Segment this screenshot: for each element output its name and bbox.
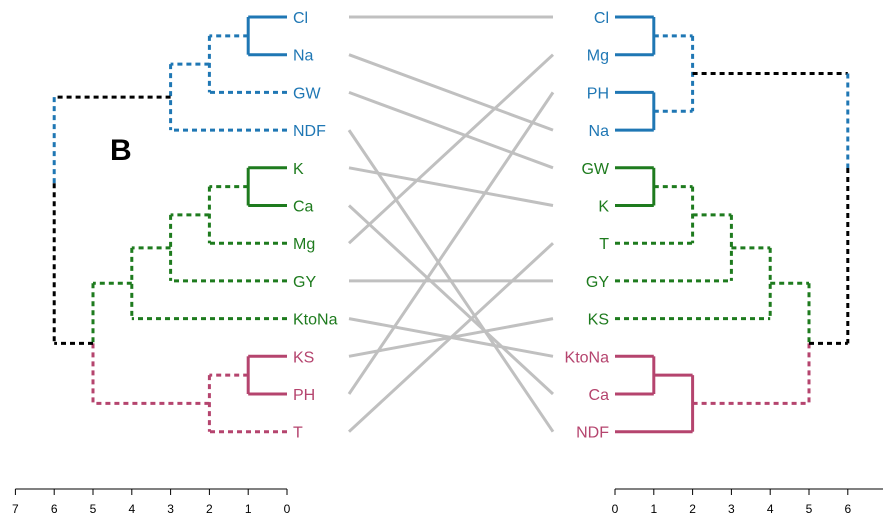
axis-tick-label: 5 (806, 502, 813, 516)
axis-tick-label: 0 (284, 502, 291, 516)
axis-tick-label: 3 (167, 502, 174, 516)
leaf-label: T (293, 425, 303, 442)
panel-label: B (110, 134, 132, 167)
leaf-label: PH (587, 85, 609, 102)
leaf-label: KtoNa (293, 312, 338, 329)
left-height-axis: 7 6 5 4 3 2 1 0 (12, 488, 291, 516)
axis-tick-label: 4 (767, 502, 774, 516)
right-dendrogram (615, 15, 850, 434)
leaf-label: NDF (293, 123, 326, 140)
leaf-label: KS (588, 312, 609, 329)
axis-tick-label: 3 (728, 502, 735, 516)
leaf-label: T (599, 236, 609, 253)
leaf-label: Ca (589, 387, 610, 404)
leaf-label: GW (293, 85, 321, 102)
connector-lines (347, 15, 555, 433)
connector-line (347, 204, 555, 396)
left-leaf-labels: Cl Na GW NDF K Ca Mg GY KtoNa KS PH T (293, 10, 338, 442)
leaf-label: Na (589, 123, 610, 140)
axis-tick-label: 6 (51, 502, 58, 516)
connector-line (348, 53, 554, 132)
leaf-label: Mg (587, 48, 609, 65)
axis-tick-label: 4 (128, 502, 135, 516)
leaf-label: KtoNa (565, 349, 610, 366)
left-dendrogram (52, 15, 287, 434)
axis-tick-label: 2 (689, 502, 696, 516)
leaf-label: GY (586, 274, 609, 291)
axis-tick-label: 1 (245, 502, 252, 516)
leaf-label: K (598, 199, 609, 216)
leaf-label: PH (293, 387, 315, 404)
connector-line (348, 166, 554, 207)
leaf-label: KS (293, 349, 314, 366)
axis-tick-label: 6 (844, 502, 851, 516)
connector-line (347, 91, 555, 395)
connector-line (347, 242, 555, 433)
axis-tick-label: 0 (612, 502, 619, 516)
leaf-label: K (293, 161, 304, 178)
connector-line (347, 53, 555, 245)
right-height-axis: 01234567 (612, 488, 883, 516)
connector-line (348, 90, 554, 170)
leaf-label: Cl (594, 10, 609, 27)
leaf-label: GW (581, 161, 609, 178)
axis-tick-label: 7 (12, 502, 19, 516)
leaf-label: Mg (293, 236, 315, 253)
axis-tick-label: 5 (90, 502, 97, 516)
leaf-label: NDF (576, 425, 609, 442)
axis-tick-label: 2 (206, 502, 213, 516)
leaf-label: GY (293, 274, 316, 291)
leaf-label: Na (293, 48, 314, 65)
right-leaf-labels: Cl Mg PH Na GW K T GY KS KtoNa Ca NDF (565, 10, 610, 442)
leaf-label: Cl (293, 10, 308, 27)
leaf-label: Ca (293, 199, 314, 216)
axis-tick-label: 1 (650, 502, 657, 516)
